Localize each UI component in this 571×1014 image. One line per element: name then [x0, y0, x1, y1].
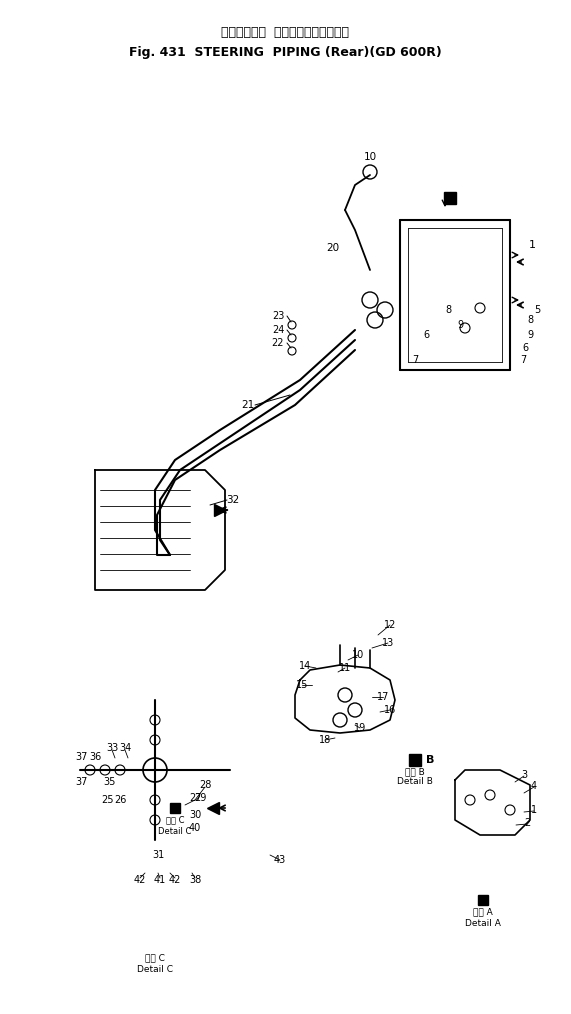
Text: ステアリング  パイピング（リヤー）: ステアリング パイピング（リヤー）: [221, 25, 349, 39]
Text: 26: 26: [114, 795, 126, 805]
Text: Detail C: Detail C: [158, 827, 192, 837]
Text: 詳図 C: 詳図 C: [166, 815, 184, 824]
Text: Detail B: Detail B: [397, 778, 433, 787]
Text: 6: 6: [423, 330, 429, 340]
Text: 36: 36: [89, 752, 101, 762]
Text: 42: 42: [169, 875, 181, 885]
Text: 7: 7: [520, 355, 526, 365]
Text: 22: 22: [272, 338, 284, 348]
Text: 40: 40: [189, 823, 201, 832]
Text: 24: 24: [272, 325, 284, 335]
Text: 43: 43: [274, 855, 286, 865]
Text: 19: 19: [354, 723, 366, 733]
Text: 9: 9: [457, 320, 463, 330]
Text: 31: 31: [152, 850, 164, 860]
Text: 13: 13: [382, 638, 394, 648]
Text: 23: 23: [272, 311, 284, 321]
Text: 37: 37: [76, 752, 88, 762]
Text: 15: 15: [296, 680, 308, 690]
Text: 34: 34: [119, 743, 131, 753]
Text: 3: 3: [521, 770, 527, 780]
Text: Detail C: Detail C: [137, 965, 173, 974]
Text: 2: 2: [524, 818, 530, 828]
Text: 21: 21: [242, 400, 255, 410]
Text: 33: 33: [106, 743, 118, 753]
Text: 8: 8: [445, 305, 451, 315]
Text: 18: 18: [319, 735, 331, 745]
Text: 30: 30: [189, 810, 201, 820]
Text: 35: 35: [104, 777, 116, 787]
Text: 25: 25: [102, 795, 114, 805]
Text: 28: 28: [199, 780, 211, 790]
Text: B: B: [426, 755, 434, 765]
Text: 詳図 B: 詳図 B: [405, 768, 425, 777]
Text: 16: 16: [384, 705, 396, 715]
Text: 17: 17: [377, 692, 389, 702]
Text: 5: 5: [534, 305, 540, 315]
Text: 29: 29: [194, 793, 206, 803]
Text: 1: 1: [529, 240, 536, 250]
Text: 37: 37: [76, 777, 88, 787]
Text: 8: 8: [527, 315, 533, 325]
Text: 9: 9: [527, 330, 533, 340]
Text: 27: 27: [189, 793, 201, 803]
Text: 10: 10: [352, 650, 364, 660]
Text: Fig. 431  STEERING  PIPING (Rear)(GD 600R): Fig. 431 STEERING PIPING (Rear)(GD 600R): [128, 46, 441, 59]
Text: 4: 4: [531, 781, 537, 791]
Text: 12: 12: [384, 620, 396, 630]
Text: 38: 38: [189, 875, 201, 885]
Text: 20: 20: [327, 243, 340, 254]
Text: 7: 7: [412, 355, 418, 365]
Text: 10: 10: [363, 152, 376, 162]
Text: 1: 1: [531, 805, 537, 815]
Text: 詳図 C: 詳図 C: [145, 953, 165, 962]
Text: 42: 42: [134, 875, 146, 885]
Text: 11: 11: [339, 663, 351, 673]
Text: Detail A: Detail A: [465, 920, 501, 929]
Text: 14: 14: [299, 661, 311, 671]
Text: 6: 6: [522, 343, 528, 353]
Text: 41: 41: [154, 875, 166, 885]
Text: 32: 32: [226, 495, 240, 505]
Text: 詳図 A: 詳図 A: [473, 908, 493, 917]
